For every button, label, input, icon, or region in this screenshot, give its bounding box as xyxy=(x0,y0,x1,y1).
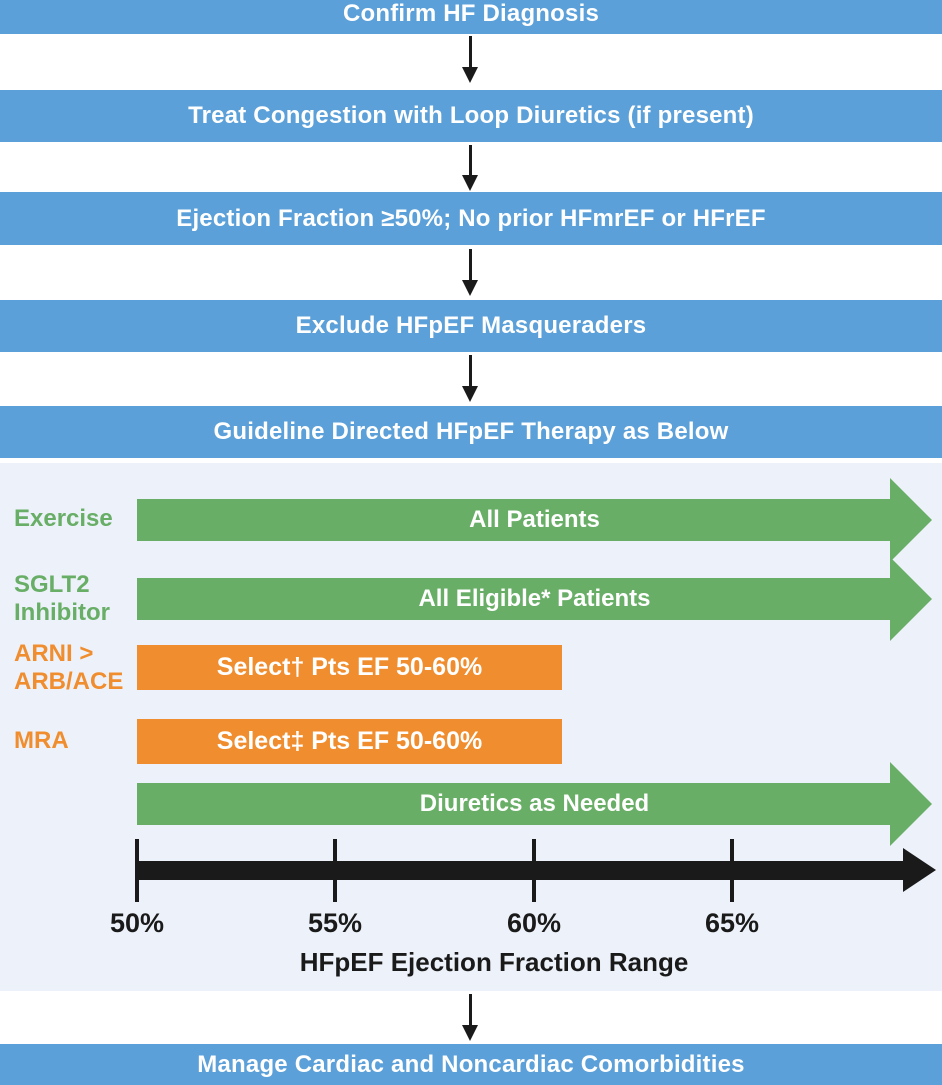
banner-manage-label: Manage Cardiac and Noncardiac Comorbidit… xyxy=(197,1050,745,1078)
sglt2-inhibitor-label: SGLT2 Inhibitor xyxy=(14,571,110,627)
right-arrowhead-icon xyxy=(890,478,932,562)
exercise-bar-text: All Patients xyxy=(469,506,600,533)
arni-label-line-2: ARB/ACE xyxy=(14,668,124,695)
right-arrowhead-icon xyxy=(890,557,932,641)
banner-exclude-label: Exclude HFpEF Masqueraders xyxy=(295,312,647,339)
exercise-bar: All Patients xyxy=(137,478,932,562)
sglt2-bar: All Eligible* Patients xyxy=(137,557,932,641)
axis-tick-50 xyxy=(135,839,139,902)
axis-tick-65 xyxy=(730,839,734,902)
banner-confirm-hf-diagnosis: Confirm HF Diagnosis xyxy=(0,0,942,34)
banner-treat-congestion: Treat Congestion with Loop Diuretics (if… xyxy=(0,90,942,142)
diuretics-bar-shaft xyxy=(137,783,890,825)
axis-tick-label-55: 55% xyxy=(307,908,363,938)
exercise-label: Exercise xyxy=(14,505,113,533)
banner-exclude-masqueraders: Exclude HFpEF Masqueraders xyxy=(0,300,942,352)
sglt2-bar-text: All Eligible* Patients xyxy=(418,585,651,612)
down-arrow-icon xyxy=(461,249,479,296)
down-arrow-icon xyxy=(461,355,479,402)
diuretics-bar: Diuretics as Needed xyxy=(137,762,932,846)
axis-tick-label-65: 65% xyxy=(704,908,760,938)
ef-axis-arrowhead-icon xyxy=(903,848,936,892)
axis-tick-label-60: 60% xyxy=(506,908,562,938)
arni-arb-ace-label: ARNI > ARB/ACE xyxy=(14,640,123,696)
ef-axis-bar xyxy=(137,861,903,880)
sglt2-label-line-1: SGLT2 xyxy=(14,571,90,598)
axis-tick-60 xyxy=(532,839,536,902)
down-arrow-icon xyxy=(461,994,479,1041)
banner-congestion-label: Treat Congestion with Loop Diuretics (if… xyxy=(188,102,754,129)
ef-axis-title: HFpEF Ejection Fraction Range xyxy=(299,947,689,977)
exercise-bar-shaft xyxy=(137,499,890,541)
banner-manage-comorbidities: Manage Cardiac and Noncardiac Comorbidit… xyxy=(0,1044,942,1085)
banner-confirm-label: Confirm HF Diagnosis xyxy=(342,0,599,27)
axis-tick-label-50: 50% xyxy=(109,908,165,938)
right-arrowhead-icon xyxy=(890,762,932,846)
sglt2-bar-shaft xyxy=(137,578,890,620)
banner-guideline-label: Guideline Directed HFpEF Therapy as Belo… xyxy=(213,418,729,445)
axis-tick-55 xyxy=(333,839,337,902)
down-arrow-icon xyxy=(461,36,479,83)
diuretics-bar-text: Diuretics as Needed xyxy=(419,790,650,817)
arni-label-line-1: ARNI > xyxy=(14,640,94,667)
banner-ejection-fraction-criteria: Ejection Fraction ≥50%; No prior HFmrEF … xyxy=(0,192,942,245)
sglt2-label-line-2: Inhibitor xyxy=(14,599,110,626)
mra-label: MRA xyxy=(14,727,69,755)
mra-box: Select‡ Pts EF 50-60% xyxy=(137,719,562,764)
mra-label-line: MRA xyxy=(14,727,69,754)
banner-guideline-therapy: Guideline Directed HFpEF Therapy as Belo… xyxy=(0,406,942,458)
mra-box-text: Select‡ Pts EF 50-60% xyxy=(216,727,483,755)
exercise-label-line: Exercise xyxy=(14,505,113,532)
down-arrow-icon xyxy=(461,145,479,191)
banner-ef-criteria-label: Ejection Fraction ≥50%; No prior HFmrEF … xyxy=(176,204,766,232)
arni-box: Select† Pts EF 50-60% xyxy=(137,645,562,690)
arni-box-text: Select† Pts EF 50-60% xyxy=(216,653,483,681)
